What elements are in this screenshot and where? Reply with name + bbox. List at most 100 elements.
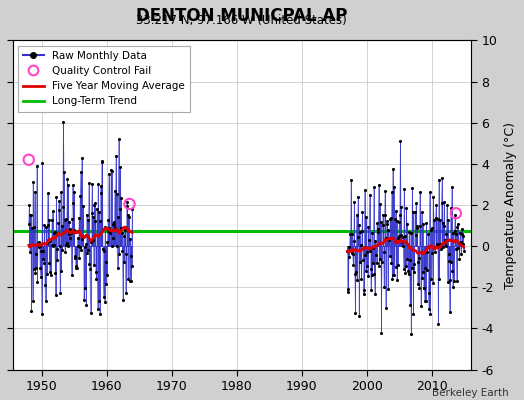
Point — [125, 201, 134, 207]
Point — [439, 244, 447, 251]
Point — [376, 256, 385, 262]
Point — [62, 240, 71, 246]
Point — [92, 276, 101, 282]
Point — [118, 248, 127, 254]
Point — [105, 224, 114, 231]
Point — [441, 237, 449, 243]
Point — [388, 276, 397, 282]
Point — [70, 189, 79, 196]
Point — [54, 206, 63, 213]
Point — [409, 209, 417, 216]
Point — [107, 166, 115, 173]
Point — [410, 260, 418, 267]
Point — [391, 208, 400, 214]
Point — [80, 297, 88, 304]
Point — [394, 262, 402, 268]
Point — [416, 189, 424, 195]
Point — [64, 219, 73, 226]
Point — [351, 270, 359, 277]
Point — [379, 249, 388, 256]
Point — [427, 276, 435, 283]
Point — [75, 244, 84, 250]
Point — [78, 154, 86, 161]
Point — [412, 223, 421, 230]
Point — [448, 268, 456, 275]
Point — [76, 192, 84, 199]
Point — [103, 238, 112, 245]
Point — [387, 260, 396, 266]
Point — [406, 302, 414, 309]
Point — [423, 267, 431, 273]
Point — [31, 264, 40, 271]
Point — [440, 198, 449, 205]
Point — [373, 259, 381, 266]
Point — [412, 200, 420, 206]
Point — [360, 286, 368, 293]
Point — [106, 227, 115, 233]
Point — [42, 224, 50, 230]
Point — [67, 230, 75, 236]
Point — [77, 169, 85, 176]
Point — [350, 237, 358, 244]
Point — [74, 255, 83, 261]
Point — [368, 272, 376, 278]
Point — [105, 170, 113, 177]
Point — [452, 210, 460, 216]
Point — [114, 214, 122, 220]
Point — [57, 267, 66, 274]
Point — [441, 240, 450, 246]
Point — [457, 251, 465, 257]
Point — [352, 212, 361, 218]
Point — [348, 251, 357, 257]
Point — [106, 230, 114, 236]
Point — [104, 217, 113, 223]
Point — [37, 248, 46, 254]
Point — [433, 216, 442, 222]
Point — [28, 225, 36, 232]
Point — [104, 228, 112, 234]
Point — [61, 248, 69, 255]
Point — [115, 250, 124, 257]
Point — [81, 241, 90, 248]
Point — [85, 261, 94, 268]
Point — [407, 230, 415, 236]
Point — [378, 222, 387, 228]
Point — [121, 227, 129, 234]
Point — [443, 279, 452, 285]
Point — [417, 209, 425, 216]
Point — [431, 248, 439, 255]
Point — [80, 285, 89, 292]
Point — [112, 191, 121, 197]
Point — [355, 312, 364, 319]
Point — [55, 198, 63, 204]
Point — [25, 202, 34, 208]
Point — [34, 238, 42, 245]
Point — [75, 214, 83, 221]
Point — [423, 249, 432, 255]
Point — [406, 257, 414, 263]
Point — [372, 252, 380, 259]
Point — [102, 281, 110, 287]
Point — [428, 250, 436, 256]
Point — [60, 169, 68, 176]
Point — [350, 199, 358, 206]
Point — [49, 242, 58, 248]
Point — [386, 216, 394, 222]
Point — [446, 277, 454, 283]
Point — [391, 216, 399, 223]
Point — [447, 183, 456, 190]
Point — [93, 306, 102, 312]
Point — [384, 227, 392, 233]
Point — [366, 266, 375, 272]
Point — [96, 183, 105, 190]
Point — [33, 278, 41, 285]
Point — [124, 276, 132, 282]
Point — [431, 215, 440, 221]
Point — [113, 265, 122, 271]
Point — [429, 194, 438, 200]
Point — [353, 277, 361, 283]
Point — [125, 278, 134, 284]
Point — [46, 238, 54, 244]
Point — [95, 311, 104, 317]
Point — [38, 311, 46, 317]
